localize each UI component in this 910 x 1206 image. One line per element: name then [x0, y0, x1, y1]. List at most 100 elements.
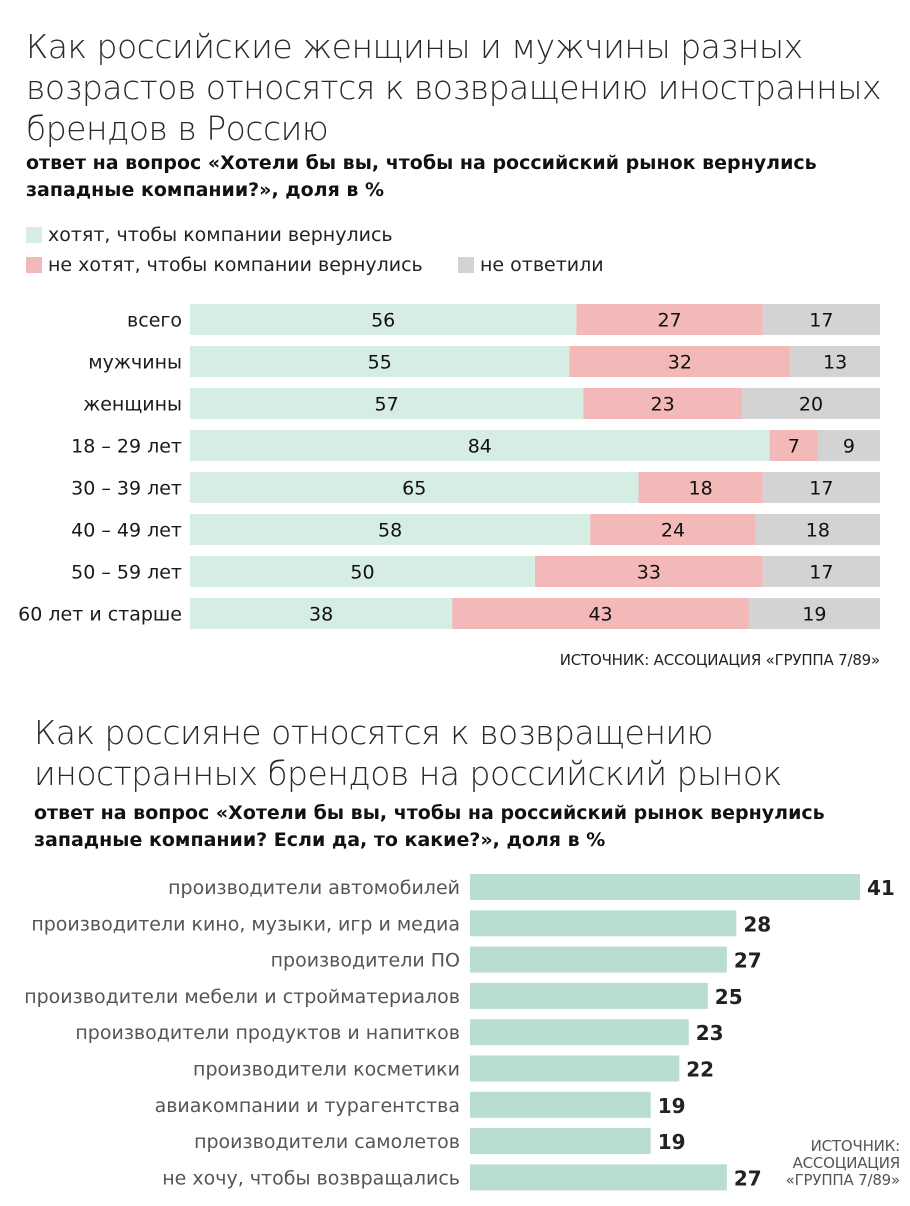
bar-segment-no-answer — [817, 430, 880, 461]
bar-segment-dont-want — [638, 472, 763, 503]
data-label: 27 — [734, 1166, 762, 1190]
bar-segment-want — [190, 388, 584, 419]
bar-segment-want — [190, 514, 591, 545]
bar-segment-want — [190, 556, 535, 587]
data-label: 7 — [788, 436, 800, 458]
legend-label-no-answer: не ответили — [480, 254, 604, 276]
bar-segment-want — [190, 346, 570, 377]
data-label: 50 — [350, 562, 374, 584]
category-label: производители мебели и стройматериалов — [24, 986, 460, 1008]
bar — [470, 946, 727, 973]
legend-swatch-no-answer — [458, 257, 474, 273]
bar-segment-no-answer — [762, 472, 880, 503]
legend-swatch-dont-want — [26, 257, 42, 273]
data-label: 23 — [651, 394, 675, 416]
legend-item-no-answer: не ответили — [458, 254, 604, 276]
category-label: не хочу, чтобы возвращались — [162, 1167, 460, 1189]
data-label: 32 — [668, 352, 692, 374]
bar — [470, 910, 737, 937]
bar-segment-dont-want — [590, 514, 756, 545]
category-label: 60 лет и старше — [18, 604, 182, 626]
data-label: 18 — [806, 520, 830, 542]
bar-segment-want — [190, 430, 770, 461]
data-label: 19 — [658, 1094, 686, 1118]
data-label: 18 — [689, 478, 713, 500]
data-label: 19 — [658, 1130, 686, 1154]
category-label: производители автомобилей — [168, 877, 460, 899]
data-label: 22 — [686, 1058, 714, 1082]
bar-segment-want — [190, 304, 577, 335]
bar-segment-no-answer — [742, 388, 880, 419]
legend-swatch-want — [26, 227, 42, 243]
data-label: 33 — [637, 562, 661, 584]
legend-item-dont-want: не хотят, чтобы компании вернулись — [26, 254, 423, 276]
bar — [470, 1055, 680, 1082]
bar-segment-dont-want — [769, 430, 818, 461]
category-label: 18 – 29 лет — [71, 436, 182, 458]
chart1-source: ИСТОЧНИК: АССОЦИАЦИЯ «ГРУППА 7/89» — [559, 651, 880, 669]
data-label: 17 — [809, 562, 833, 584]
bar-segment-dont-want — [576, 304, 763, 335]
bar-segment-dont-want — [583, 388, 742, 419]
bar-segment-dont-want — [535, 556, 763, 587]
category-label: производители косметики — [193, 1059, 460, 1081]
bar — [470, 874, 860, 900]
data-label: 17 — [809, 310, 833, 332]
bar-segment-no-answer — [762, 304, 880, 335]
bar-segment-no-answer — [790, 346, 880, 377]
data-label: 9 — [843, 436, 855, 458]
bar — [470, 1091, 651, 1118]
data-label: 28 — [743, 912, 771, 936]
bar — [470, 1164, 727, 1191]
stacked-bar-chart: всего 56 27 17 мужчины 55 32 13 женщины 57 23 20 18 … — [18, 304, 880, 629]
data-label: 23 — [696, 1021, 724, 1045]
chart1-title: Как российские женщины и мужчины разных … — [26, 27, 882, 148]
data-label: 43 — [588, 604, 612, 626]
data-label: 27 — [657, 310, 681, 332]
bar — [470, 1128, 651, 1155]
data-label: 56 — [371, 310, 395, 332]
legend-item-want: хотят, чтобы компании вернулись — [26, 224, 393, 246]
bar-segment-want — [190, 472, 639, 503]
legend-label-dont-want: не хотят, чтобы компании вернулись — [48, 254, 423, 276]
data-label: 19 — [802, 604, 826, 626]
category-label: 40 – 49 лет — [71, 520, 182, 542]
data-label: 13 — [823, 352, 847, 374]
category-label: женщины — [83, 394, 182, 416]
chart1-subtitle: ответ на вопрос «Хотели бы вы, чтобы на … — [26, 152, 817, 201]
category-label: производители самолетов — [194, 1131, 460, 1153]
category-label: авиакомпании и турагентства — [155, 1095, 460, 1117]
bar-segment-no-answer — [755, 514, 880, 545]
data-label: 57 — [375, 394, 399, 416]
chart2-subtitle: ответ на вопрос «Хотели бы вы, чтобы на … — [34, 802, 825, 851]
chart2-source: ИСТОЧНИК: АССОЦИАЦИЯ «ГРУППА 7/89» — [785, 1137, 901, 1189]
data-label: 25 — [715, 985, 743, 1009]
bar-segment-no-answer — [748, 598, 880, 629]
category-label: 50 – 59 лет — [71, 562, 182, 584]
data-label: 27 — [734, 949, 762, 973]
chart2-title: Как россияне относятся к возвращению ино… — [34, 713, 782, 793]
bar-segment-no-answer — [762, 556, 880, 587]
data-label: 24 — [661, 520, 685, 542]
data-label: 55 — [368, 352, 392, 374]
bar-segment-dont-want — [452, 598, 749, 629]
category-label: 30 – 39 лет — [71, 478, 182, 500]
data-label: 17 — [809, 478, 833, 500]
category-label: всего — [127, 310, 182, 332]
data-label: 58 — [378, 520, 402, 542]
data-label: 84 — [468, 436, 492, 458]
bar-segment-want — [190, 598, 453, 629]
data-label: 20 — [799, 394, 823, 416]
category-label: производители кино, музыки, игр и медиа — [31, 913, 460, 935]
category-label: мужчины — [88, 352, 182, 374]
legend-label-want: хотят, чтобы компании вернулись — [48, 224, 393, 246]
bar — [470, 1019, 689, 1046]
data-label: 38 — [309, 604, 333, 626]
data-label: 65 — [402, 478, 426, 500]
data-label: 41 — [867, 876, 895, 900]
category-label: производители ПО — [271, 950, 460, 972]
bar-segment-dont-want — [569, 346, 791, 377]
bar — [470, 982, 708, 1009]
category-label: производители продуктов и напитков — [75, 1022, 460, 1044]
